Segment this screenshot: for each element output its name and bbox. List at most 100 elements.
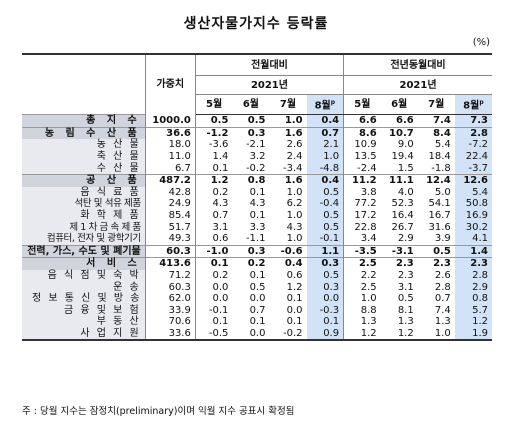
mom-cell: 0.7 [212, 210, 229, 222]
weight-cell: 60.3 [144, 281, 196, 293]
mom-cell: 0.3 [306, 257, 344, 270]
table-row: 농 림 수 산 품 36.6 -1.2 0.3 1.6 0.7 8.6 10.7 8.4 2.8 [22, 126, 492, 140]
header-yoy-year: 2021년 [343, 75, 492, 95]
table-row: 음 식 점 및 숙 박 71.2 0.2 0.1 0.6 0.5 2.2 2.3 2.6 2.8 [22, 269, 492, 282]
yoy-cell: 54.1 [428, 198, 451, 210]
yoy-cell: 2.6 [434, 270, 451, 282]
yoy-cell: 5.0 [434, 186, 451, 198]
yoy-cell: -1.8 [431, 162, 451, 174]
row-label: 석탄 및 석유 제품 [22, 198, 146, 210]
mom-cell: 0.0 [286, 304, 303, 316]
yoy-cell: 13.5 [343, 150, 381, 163]
row-label: 음 식 점 및 숙 박 [22, 269, 146, 282]
table-row: 공 산 품 487.2 1.2 0.8 1.6 0.4 11.2 11.1 12.4 12.6 [22, 173, 492, 187]
mom-cell: 0.2 [232, 257, 270, 270]
header-blank [22, 53, 146, 115]
yoy-cell: 2.3 [417, 257, 455, 270]
mom-cell: 0.4 [306, 114, 344, 128]
yoy-cell: 16.9 [454, 209, 492, 222]
mom-cell: 0.2 [212, 186, 229, 198]
table-row: 제 1 차 금 속 제 품 51.7 3.1 3.3 4.3 0.5 22.8 26.7 31.… [22, 221, 492, 233]
mom-cell: 0.0 [212, 293, 229, 305]
mom-cell: -2.1 [245, 139, 266, 151]
mom-cell: 0.6 [212, 233, 229, 245]
mom-cell: -4.8 [306, 162, 344, 175]
table-row: 화 학 제 품 85.4 0.7 0.1 1.0 0.5 17.2 16.4 16.7 16.9 [22, 209, 492, 222]
weight-cell: 60.3 [144, 244, 196, 258]
yoy-cell: 16.4 [391, 210, 414, 222]
yoy-cell: 2.5 [343, 257, 381, 270]
yoy-cell: 4.1 [454, 232, 492, 246]
preliminary-mark: p [479, 99, 484, 107]
yoy-cell: 5.4 [454, 186, 492, 199]
mom-cell: 1.0 [286, 233, 303, 245]
mom-cell: -0.4 [306, 198, 344, 210]
header-mom-year: 2021년 [195, 75, 344, 95]
mom-cell: 0.1 [249, 186, 266, 198]
yoy-cell: -2.4 [343, 162, 381, 175]
yoy-cell: 1.5 [397, 162, 414, 174]
yoy-cell: 16.7 [428, 210, 451, 222]
mom-cell: 0.5 [306, 209, 344, 222]
yoy-cell: 3.8 [343, 186, 381, 199]
row-label: 부 동 산 [22, 316, 146, 328]
mom-cell: 0.1 [286, 293, 303, 305]
mom-cell: 2.1 [306, 139, 344, 151]
yoy-cell: 77.2 [343, 198, 381, 210]
yoy-cell: 2.3 [380, 257, 418, 270]
mom-cell: -0.3 [306, 304, 344, 317]
mom-cell: 0.4 [269, 257, 307, 270]
row-label: 음 식 료 품 [22, 186, 146, 199]
yoy-cell: 11.2 [343, 173, 381, 187]
weight-cell: 33.9 [144, 304, 196, 317]
yoy-cell: 0.7 [434, 293, 451, 305]
row-label: 화 학 제 품 [22, 209, 146, 222]
yoy-cell: 3.4 [343, 232, 381, 246]
row-label: 운 송 [22, 281, 146, 293]
mom-cell: 0.1 [212, 162, 229, 174]
mom-cell: 0.9 [306, 327, 344, 342]
weight-cell: 18.0 [144, 139, 196, 151]
table-row: 전력, 가스, 수도 및 폐기물 60.3 -1.0 0.3 -0.6 1.1 -3.5 -3… [22, 244, 492, 258]
mom-cell: 3.1 [212, 221, 229, 233]
table-row: 부 동 산 70.6 0.1 0.1 0.1 0.1 1.3 1.3 1.3 1.2 [22, 316, 492, 328]
mom-cell: -0.2 [245, 162, 266, 174]
yoy-cell: 30.2 [454, 221, 492, 233]
table-row: 정 보 통 신 및 방 송 62.0 0.0 0.0 0.1 0.0 1.0 0.5 0.7 0.… [22, 292, 492, 305]
yoy-cell: 12.6 [454, 173, 492, 187]
mom-cell: 1.0 [306, 150, 344, 163]
yoy-cell: 4.0 [397, 186, 414, 198]
yoy-cell: 26.7 [391, 221, 414, 233]
mom-cell: -0.1 [208, 304, 229, 316]
yoy-cell: 9.0 [397, 139, 414, 151]
yoy-cell: 0.5 [417, 244, 455, 258]
mom-cell: 1.4 [212, 151, 229, 163]
mom-cell: 3.2 [249, 151, 266, 163]
mom-cell: -1.0 [195, 244, 233, 258]
yoy-cell: 19.4 [391, 151, 414, 163]
mom-cell: -0.1 [306, 232, 344, 246]
yoy-cell: 1.0 [417, 327, 455, 342]
table-row: 음 식 료 품 42.8 0.2 0.1 1.0 0.5 3.8 4.0 5.0 5.4 [22, 186, 492, 199]
yoy-cell: 2.3 [454, 257, 492, 270]
footnote: 주 : 당월 지수는 잠정치(preliminary)이며 익월 지수 공표시 … [22, 406, 295, 417]
yoy-cell: 1.3 [434, 316, 451, 328]
mom-cell: -1.2 [195, 126, 233, 140]
mom-cell: 0.1 [249, 316, 266, 328]
yoy-cell: 8.4 [417, 126, 455, 140]
row-label: 총 지 수 [22, 114, 146, 128]
header-yoy-month: 6월 [380, 94, 418, 115]
yoy-cell: 8.6 [343, 126, 381, 140]
row-label: 공 산 품 [22, 173, 146, 187]
mom-cell: 1.6 [269, 173, 307, 187]
row-label: 컴퓨터, 전자 및 광학기기 [22, 232, 146, 246]
header-yoy: 전년동월대비 [343, 53, 492, 76]
yoy-cell: 1.2 [343, 327, 381, 342]
header-mom-month: 5월 [195, 94, 233, 115]
header-yoy-month: 5월 [343, 94, 381, 115]
yoy-cell: 7.3 [454, 114, 492, 128]
yoy-cell: 1.3 [397, 316, 414, 328]
yoy-cell: 1.0 [343, 292, 381, 305]
weight-cell: 70.6 [144, 316, 196, 328]
mom-cell: 0.5 [247, 115, 266, 127]
